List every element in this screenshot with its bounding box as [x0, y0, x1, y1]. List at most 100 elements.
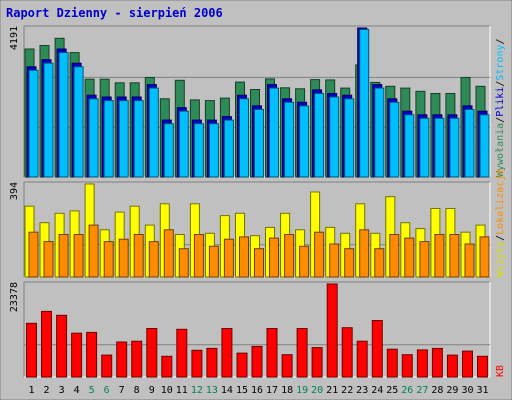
bar-lokalizacje-day-1 — [28, 231, 39, 278]
bar-lokalizacje-day-27 — [419, 241, 430, 278]
bar-kb-day-10 — [161, 355, 173, 378]
x-tick-label: 22 — [341, 385, 353, 396]
bar-strony-day-13 — [208, 123, 219, 178]
bar-strony-day-3 — [58, 52, 69, 178]
x-tick-label: 21 — [326, 385, 338, 396]
legend-entry: Strony — [495, 45, 506, 81]
bar-kb-day-2 — [41, 310, 52, 378]
bar-lokalizacje-day-19 — [299, 245, 310, 278]
x-tick-label: 12 — [191, 385, 203, 396]
bar-kb-day-3 — [56, 314, 68, 378]
bar-lokalizacje-day-17 — [269, 237, 279, 278]
x-tick-label: 16 — [251, 385, 263, 396]
x-tick-label: 4 — [74, 385, 80, 396]
legend-entry: / — [495, 38, 506, 44]
bar-kb-day-28 — [431, 347, 443, 378]
bar-strony-day-25 — [389, 101, 400, 178]
bar-lokalizacje-day-8 — [133, 234, 144, 278]
bar-lokalizacje-day-16 — [254, 248, 264, 278]
bar-lokalizacje-day-21 — [329, 243, 340, 278]
bar-strony-day-5 — [88, 98, 99, 178]
bar-kb-day-6 — [101, 354, 113, 378]
x-tick-label: 20 — [311, 385, 323, 396]
x-tick-label: 31 — [476, 385, 488, 396]
bar-lokalizacje-day-22 — [344, 248, 355, 278]
bar-lokalizacje-day-12 — [193, 234, 204, 278]
panel-middle: 394 Wizyty/Lokalizacje — [9, 169, 506, 278]
bar-kb-day-23 — [356, 340, 368, 378]
legend-entry: Wywołania — [495, 123, 506, 177]
bar-strony-day-12 — [193, 123, 204, 178]
x-tick-label: 27 — [416, 385, 428, 396]
legend-entry: Lokalizacje — [495, 169, 506, 235]
bar-lokalizacje-day-25 — [389, 234, 400, 278]
bar-kb-day-26 — [401, 354, 413, 378]
bar-strony-day-29 — [449, 117, 460, 178]
bar-kb-day-17 — [266, 328, 278, 378]
bar-strony-day-15 — [239, 98, 249, 178]
legend-entry: Pliki — [495, 87, 506, 117]
x-tick-label: 14 — [221, 385, 233, 396]
y-max-label: 23378 — [9, 282, 20, 312]
legend-entry: Wizyty — [495, 241, 506, 277]
bar-lokalizacje-day-7 — [118, 238, 129, 278]
bar-strony-day-18 — [284, 101, 295, 178]
x-tick-label: 30 — [461, 385, 473, 396]
bar-lokalizacje-day-20 — [314, 231, 325, 278]
bar-strony-day-19 — [299, 105, 310, 178]
bar-strony-day-4 — [73, 66, 84, 178]
bar-lokalizacje-day-4 — [73, 234, 84, 278]
bar-strony-day-7 — [118, 100, 129, 178]
bar-lokalizacje-day-6 — [103, 241, 114, 278]
bar-lokalizacje-day-24 — [374, 248, 385, 278]
bar-strony-day-11 — [178, 110, 189, 178]
bar-lokalizacje-day-5 — [88, 224, 99, 278]
x-tick-label: 23 — [356, 385, 368, 396]
x-tick-label: 29 — [446, 385, 458, 396]
bar-kb-day-30 — [462, 350, 473, 378]
bar-kb-day-8 — [131, 340, 143, 378]
bar-strony-day-28 — [434, 117, 445, 178]
bar-lokalizacje-day-11 — [178, 248, 189, 278]
chart-title: Raport Dzienny - sierpień 2006 — [6, 6, 223, 20]
bar-lokalizacje-day-26 — [404, 237, 415, 278]
bar-strony-day-8 — [133, 100, 144, 178]
bar-strony-day-6 — [103, 100, 114, 178]
legend-entry: / — [495, 235, 506, 241]
bar-strony-day-1 — [28, 69, 39, 178]
bar-strony-day-31 — [479, 114, 490, 178]
bar-strony-day-30 — [464, 109, 475, 178]
bar-strony-day-21 — [329, 96, 340, 178]
bar-kb-day-16 — [251, 345, 263, 378]
panel-top: 4191 Wywołania/Pliki/Strony/ — [9, 25, 506, 178]
bar-kb-day-25 — [386, 348, 398, 378]
bar-kb-day-29 — [446, 354, 458, 378]
series-legend-top: Wywołania/Pliki/Strony/ — [495, 38, 506, 177]
x-tick-label: 6 — [104, 385, 110, 396]
legend-entry: / — [495, 117, 506, 123]
bar-kb-day-20 — [311, 347, 323, 378]
bar-kb-day-9 — [146, 328, 158, 378]
x-tick-label: 18 — [281, 385, 293, 396]
x-tick-label: 7 — [119, 385, 125, 396]
bar-kb-day-21 — [326, 283, 338, 378]
bar-strony-day-22 — [344, 98, 355, 178]
bar-lokalizacje-day-29 — [449, 234, 460, 278]
bar-strony-day-9 — [148, 87, 159, 178]
bar-strony-day-20 — [314, 93, 325, 178]
x-tick-label: 28 — [431, 385, 443, 396]
bar-strony-day-10 — [163, 123, 174, 178]
x-tick-label: 25 — [386, 385, 398, 396]
bar-kb-day-12 — [191, 349, 203, 378]
x-tick-label: 26 — [401, 385, 413, 396]
x-tick-label: 17 — [266, 385, 278, 396]
y-max-label: 4191 — [9, 26, 20, 50]
bar-lokalizacje-day-23 — [359, 229, 370, 278]
bar-strony-day-17 — [269, 87, 279, 178]
x-tick-label: 5 — [89, 385, 95, 396]
bar-strony-day-27 — [419, 117, 430, 178]
bar-strony-day-24 — [374, 87, 385, 178]
bar-lokalizacje-day-2 — [43, 241, 54, 278]
bar-lokalizacje-day-10 — [163, 229, 174, 278]
